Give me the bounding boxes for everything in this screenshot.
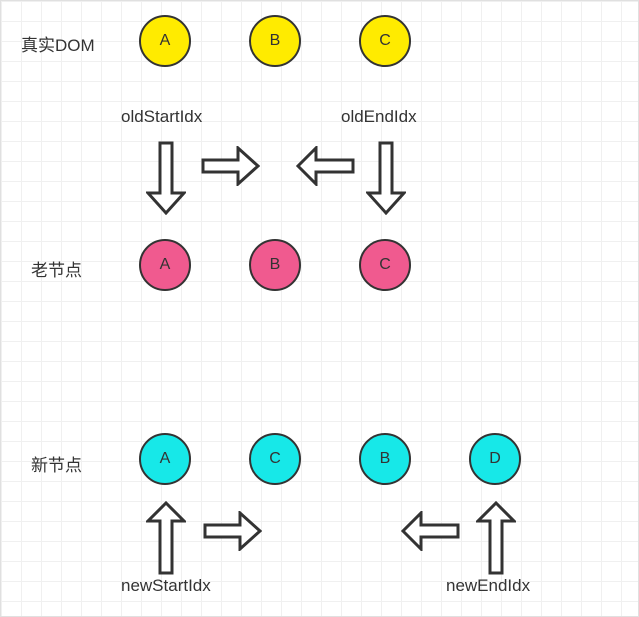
new_nodes-node-C: C — [249, 433, 301, 485]
newEndIdx-label: newEndIdx — [446, 576, 530, 596]
oldStartIdx-label: oldStartIdx — [121, 107, 202, 127]
old-end-down-arrow — [366, 141, 406, 215]
real_dom-node-A: A — [139, 15, 191, 67]
newStartIdx-label: newStartIdx — [121, 576, 211, 596]
old-end-left-arrow — [296, 146, 355, 186]
new_nodes-node-B: B — [359, 433, 411, 485]
real_dom-label: 真实DOM — [21, 31, 95, 56]
real_dom-node-C: C — [359, 15, 411, 67]
new-start-up-arrow — [146, 501, 186, 575]
old_nodes-node-C: C — [359, 239, 411, 291]
new-end-up-arrow — [476, 501, 516, 575]
real_dom-node-B: B — [249, 15, 301, 67]
oldEndIdx-label: oldEndIdx — [341, 107, 417, 127]
new_nodes-node-D: D — [469, 433, 521, 485]
old-start-right-arrow — [201, 146, 260, 186]
new_nodes-node-A: A — [139, 433, 191, 485]
old_nodes-label: 老节点 — [31, 256, 82, 281]
old_nodes-node-B: B — [249, 239, 301, 291]
new_nodes-label: 新节点 — [31, 451, 82, 476]
old-start-down-arrow — [146, 141, 186, 215]
old_nodes-node-A: A — [139, 239, 191, 291]
new-end-left-arrow — [401, 511, 460, 551]
new-start-right-arrow — [203, 511, 262, 551]
diagram-canvas: 真实DOM A B C 老节点 A B C 新节点 A C B DoldStartIdx oldEndId… — [0, 0, 639, 617]
